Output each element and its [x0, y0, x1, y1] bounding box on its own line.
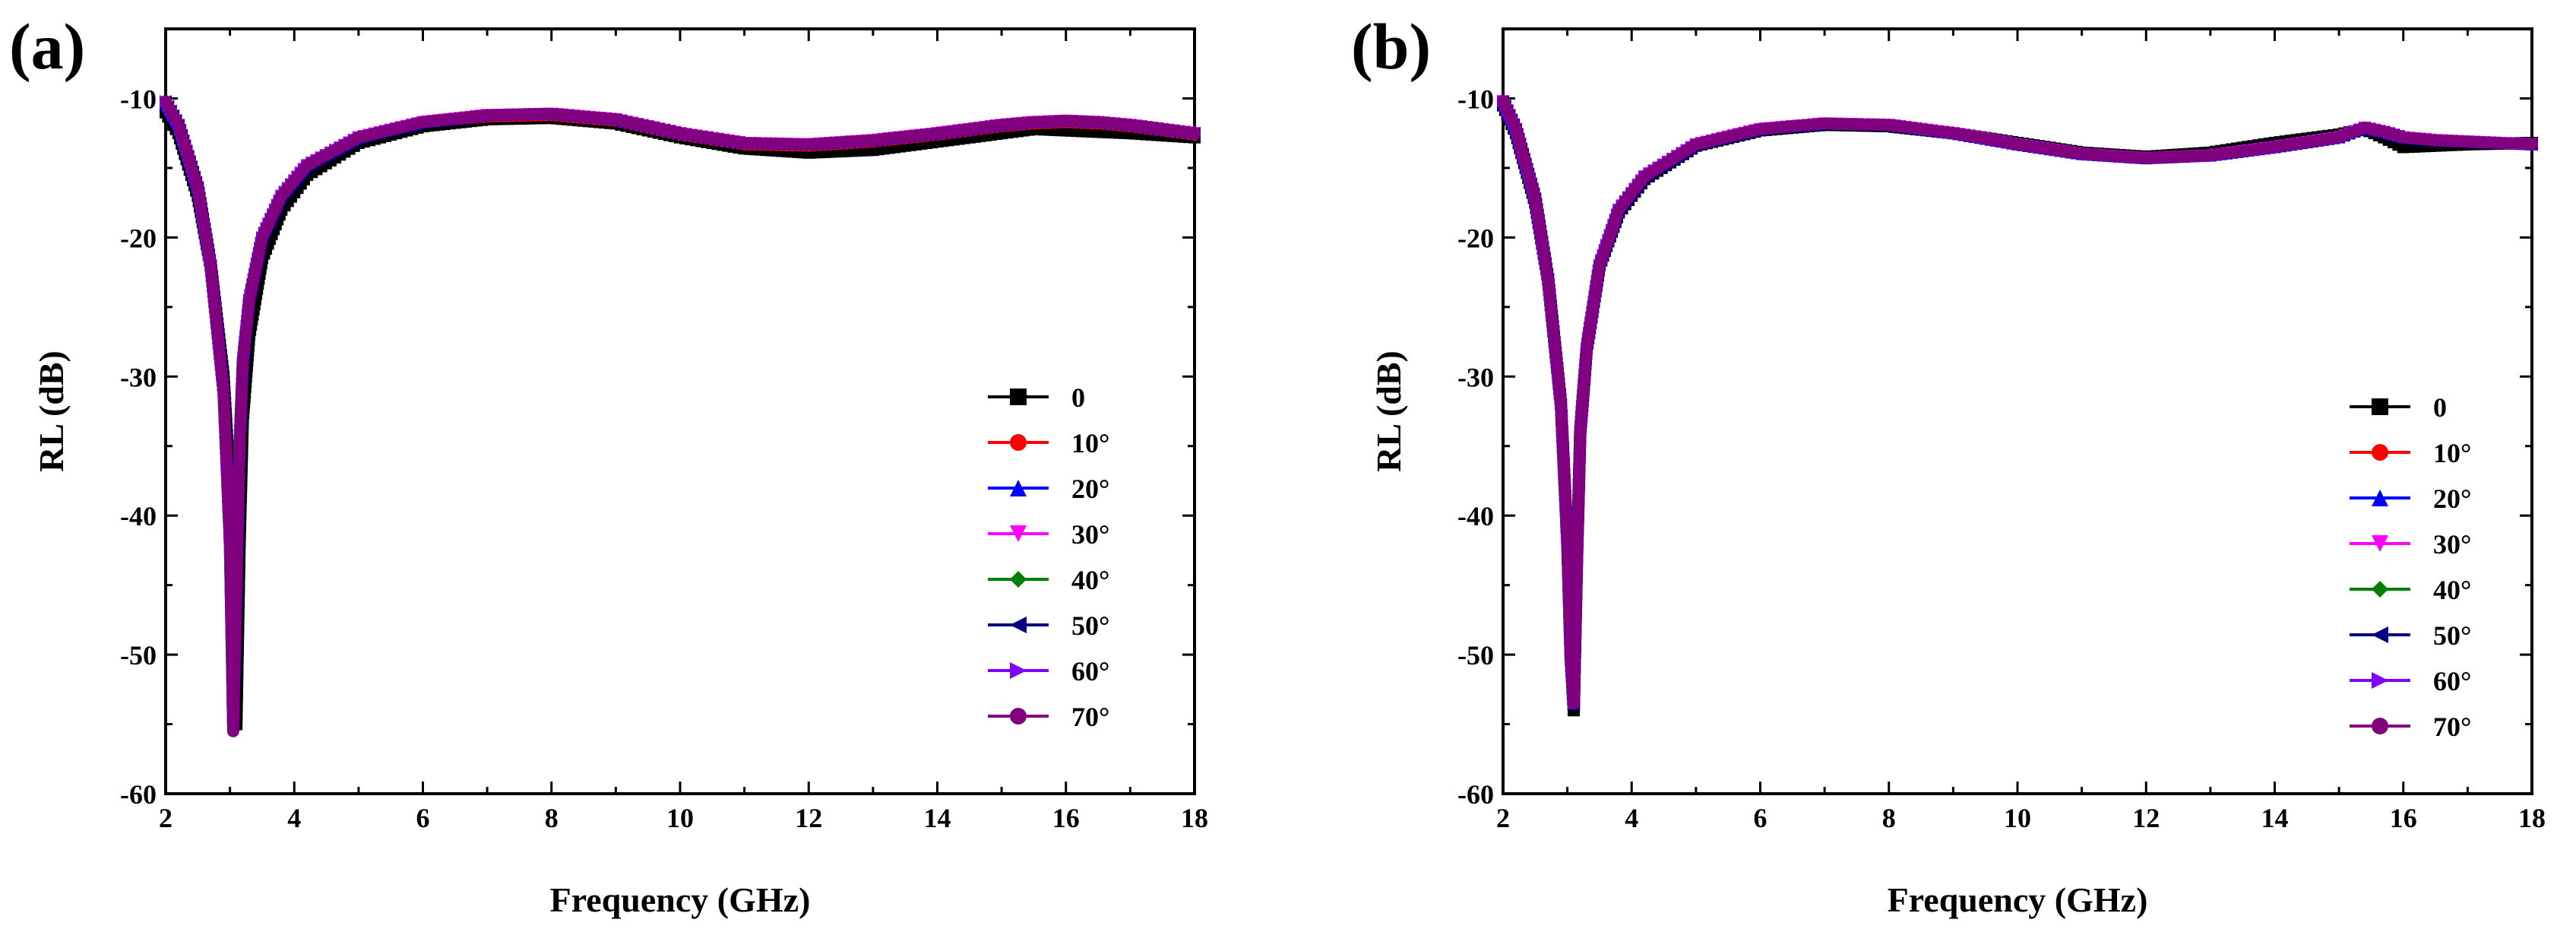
series-20deg [160, 97, 1201, 731]
y-tick-label: -10 [120, 84, 157, 114]
series-line [164, 100, 1195, 733]
x-tick-label: 2 [159, 803, 172, 833]
y-tick-label: -60 [120, 779, 157, 810]
legend-marker [1010, 708, 1027, 725]
x-tick-label: 4 [287, 803, 301, 833]
x-tick-label: 14 [2261, 803, 2289, 833]
legend-label: 70° [1071, 702, 1109, 732]
y-axis-title: RL (dB) [32, 350, 71, 472]
series-line [164, 111, 1195, 726]
series-line [164, 100, 1195, 726]
x-tick-label: 10 [2004, 803, 2031, 833]
legend-marker [1010, 388, 1027, 405]
x-axis-title: Frequency (GHz) [550, 880, 811, 919]
x-axis-title: Frequency (GHz) [1888, 880, 2148, 919]
series-line [164, 100, 1195, 726]
x-tick-label: 12 [795, 803, 822, 833]
legend-label: 0 [1071, 382, 1085, 413]
x-tick-label: 8 [545, 803, 559, 833]
legend-label: 60° [1071, 656, 1109, 687]
series-0 [160, 106, 1201, 731]
legend-marker [1010, 434, 1027, 451]
series-30deg [160, 96, 1201, 731]
panel-label: (a) [9, 10, 85, 83]
y-tick-label: -50 [120, 640, 157, 671]
x-tick-label: 6 [416, 803, 430, 833]
legend-label: 40° [1071, 565, 1109, 595]
series-line [164, 104, 1195, 726]
x-tick-label: 6 [1754, 803, 1767, 833]
x-tick-label: 16 [1052, 803, 1080, 833]
legend-label: 10° [1071, 428, 1109, 458]
y-tick-label: -10 [1457, 84, 1494, 114]
legend-marker [1010, 617, 1027, 633]
data-point [1188, 127, 1201, 140]
legend: 0 10° 20° 30° 40° 50° 60° 70° [988, 382, 1109, 732]
x-tick-label: 14 [924, 803, 951, 833]
panel-label: (b) [1351, 10, 1431, 83]
series-line [164, 102, 1195, 726]
x-tick-label: 16 [2390, 803, 2417, 833]
series-10deg [160, 99, 1201, 731]
y-tick-label: -40 [1457, 501, 1494, 531]
y-tick-label: -50 [1457, 640, 1494, 671]
y-tick-label: -60 [1457, 779, 1494, 810]
x-tick-label: 2 [1496, 803, 1510, 833]
series-50deg [160, 95, 1201, 731]
legend-marker [1010, 662, 1027, 679]
x-tick-label: 18 [1181, 803, 1208, 833]
x-tick-label: 12 [2132, 803, 2160, 833]
legend-label: 50° [1071, 610, 1109, 641]
legend-label: 30° [1071, 519, 1109, 550]
chart-panel-b: 2 4 6 8 10 12 14 16 18 -10 -20 -30 -40 -50 -60 Frequenc… [1351, 10, 2546, 919]
y-tick-label: -30 [1457, 362, 1494, 392]
series-40deg [160, 96, 1201, 731]
series-70deg [160, 95, 1201, 737]
x-tick-label: 10 [666, 803, 694, 833]
x-tick-label: 8 [1882, 803, 1896, 833]
y-axis-title: RL (dB) [1369, 350, 1408, 472]
chart-panel-a: 2 4 6 8 10 12 14 16 18 -10 -20 -30 -40 -50 -60 Frequenc… [9, 10, 1208, 919]
legend-label: 20° [1071, 474, 1109, 504]
y-tick-label: -40 [120, 501, 157, 531]
y-tick-label: -20 [120, 223, 157, 253]
x-tick-label: 4 [1625, 803, 1638, 833]
series-line [164, 103, 1195, 726]
y-tick-label: -30 [120, 362, 157, 392]
x-tick-label: 18 [2518, 803, 2546, 833]
series-line [164, 102, 1195, 726]
legend-marker [1010, 571, 1027, 588]
y-tick-label: -20 [1457, 223, 1494, 253]
series-60deg [160, 95, 1201, 731]
